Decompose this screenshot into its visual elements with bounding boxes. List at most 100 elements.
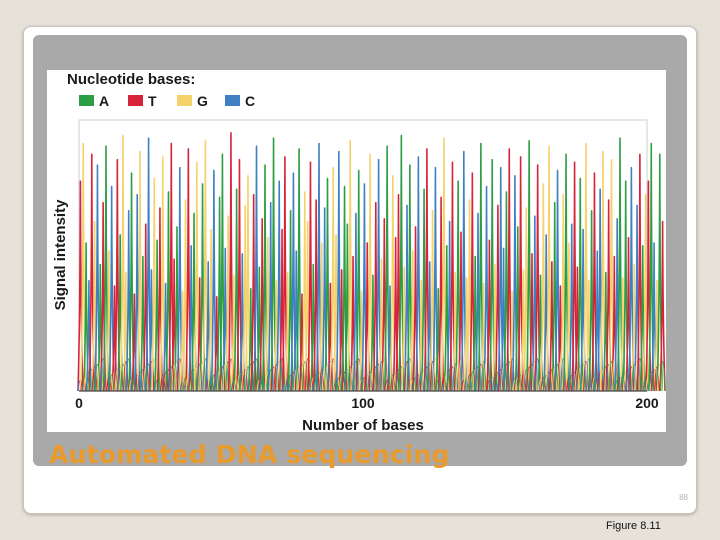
baseline-bump: [225, 361, 231, 392]
baseline-bump: [122, 361, 129, 392]
baseline-bump: [557, 361, 564, 392]
baseline-bump: [529, 363, 535, 392]
baseline-bump: [404, 361, 410, 392]
peak-g: [159, 156, 166, 392]
baseline-bump: [651, 368, 657, 392]
baseline-bump: [546, 371, 552, 392]
baseline-bump: [327, 361, 334, 392]
peak-g: [599, 150, 607, 392]
peak-t: [506, 148, 513, 392]
peak-a: [398, 134, 405, 392]
baseline-bump: [489, 377, 496, 392]
baseline-bump: [398, 366, 405, 392]
baseline-bump: [563, 379, 569, 392]
baseline-bump: [86, 371, 92, 392]
peak-g: [347, 140, 354, 392]
baseline-bump: [577, 366, 584, 392]
peak-c: [210, 169, 218, 392]
baseline-bump: [574, 368, 581, 392]
baseline-bump: [353, 361, 359, 392]
peak-g: [440, 137, 448, 392]
x-tick-0: 0: [75, 395, 83, 411]
peak-t: [517, 156, 524, 392]
peak-t: [659, 220, 666, 392]
baseline-bump: [594, 374, 601, 392]
baseline-bump: [296, 366, 302, 392]
slide-title: Automated DNA sequencing: [49, 440, 450, 469]
peak-g: [193, 161, 201, 392]
baseline-bump: [174, 361, 180, 392]
baseline-bump: [338, 374, 345, 392]
legend-swatch-g: [177, 95, 192, 106]
baseline-bump: [452, 363, 459, 392]
baseline-bump: [111, 371, 118, 392]
baseline-bump: [600, 368, 606, 392]
baseline-bump: [480, 361, 487, 392]
baseline-bump: [520, 371, 527, 392]
baseline-bump: [472, 368, 479, 392]
baseline-bump: [432, 358, 439, 392]
baseline-bump: [608, 361, 615, 392]
baseline-bump: [301, 361, 308, 392]
baseline-bump: [634, 361, 640, 392]
baseline-bump: [236, 374, 243, 392]
peak-c: [176, 166, 184, 392]
baseline-bump: [375, 363, 382, 392]
baseline-bump: [458, 358, 464, 392]
baseline-bump: [463, 377, 470, 392]
peak-a: [355, 169, 362, 392]
baseline-bump: [597, 371, 604, 392]
baseline-bump: [341, 371, 348, 392]
baseline-bump: [193, 366, 200, 392]
peak-g: [244, 175, 252, 392]
baseline-bump: [602, 366, 609, 392]
peak-c: [460, 150, 468, 392]
x-tick-200: 200: [635, 395, 659, 411]
baseline-bump: [406, 358, 413, 392]
baseline-bump: [185, 374, 192, 392]
baseline-bump: [426, 363, 433, 392]
baseline-bump: [350, 363, 356, 392]
peak-t: [168, 142, 175, 392]
baseline-bump: [324, 363, 331, 392]
baseline-bump: [554, 363, 561, 392]
baseline-bump: [500, 366, 507, 392]
baseline-bump: [625, 368, 632, 392]
peak-g: [136, 150, 144, 392]
baseline-bump: [114, 368, 121, 392]
baseline-bump: [526, 366, 533, 392]
peak-c: [145, 137, 152, 392]
baseline-bump: [659, 361, 666, 392]
baseline-bump: [449, 366, 456, 392]
baseline-bump: [495, 371, 501, 392]
baseline-bump: [191, 368, 197, 392]
peak-c: [375, 158, 382, 392]
peak-g: [582, 142, 590, 392]
baseline-bump: [245, 366, 251, 392]
y-axis-title: Signal intensity: [52, 199, 69, 311]
baseline-bump: [568, 374, 575, 392]
baseline-bump: [506, 361, 513, 392]
peak-t: [571, 161, 578, 392]
baseline-bump: [367, 371, 373, 392]
baseline-bump: [395, 368, 402, 392]
peak-a: [525, 140, 533, 392]
baseline-bump: [384, 379, 391, 392]
baseline-bump: [585, 358, 592, 392]
peak-g: [202, 140, 209, 392]
legend-swatch-t: [128, 95, 143, 106]
peak-g: [119, 134, 127, 392]
peak-a: [383, 145, 391, 392]
baseline-bump: [162, 371, 169, 392]
baseline-bump: [509, 358, 515, 392]
baseline-bump: [344, 368, 351, 392]
baseline-bump: [534, 358, 541, 392]
baseline-bump: [83, 374, 89, 392]
baseline-bump: [531, 361, 538, 392]
baseline-bump: [389, 374, 396, 392]
baseline-bump: [361, 377, 368, 392]
baseline-bump: [619, 374, 626, 392]
peak-g: [366, 153, 374, 392]
baseline-bump: [273, 363, 280, 392]
baseline-bump: [318, 368, 325, 392]
